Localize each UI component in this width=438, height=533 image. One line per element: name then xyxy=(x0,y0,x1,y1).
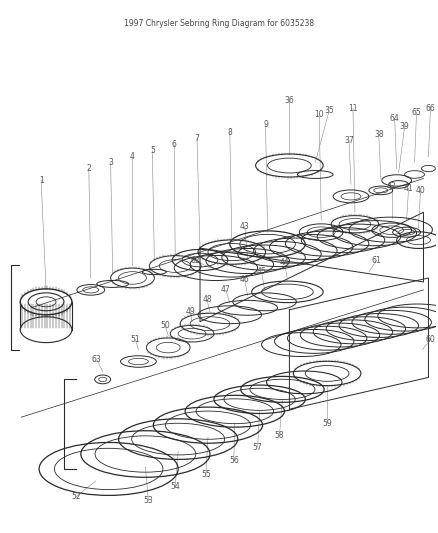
Text: 50: 50 xyxy=(160,321,170,330)
Text: 62: 62 xyxy=(190,255,200,264)
Text: 6: 6 xyxy=(172,140,177,149)
Text: 4: 4 xyxy=(130,152,135,161)
Text: 60: 60 xyxy=(426,335,435,344)
Text: 9: 9 xyxy=(263,120,268,129)
Text: 54: 54 xyxy=(170,482,180,491)
Text: 55: 55 xyxy=(201,471,211,479)
Text: 56: 56 xyxy=(229,456,239,465)
Text: 38: 38 xyxy=(374,130,384,139)
Text: 36: 36 xyxy=(285,96,294,106)
Text: 49: 49 xyxy=(185,307,195,316)
Text: 37: 37 xyxy=(344,136,354,145)
Text: 41: 41 xyxy=(404,184,413,193)
Text: 53: 53 xyxy=(144,496,153,505)
Text: 42: 42 xyxy=(387,182,396,191)
Text: 5: 5 xyxy=(150,146,155,155)
Text: 39: 39 xyxy=(400,122,410,131)
Text: 45: 45 xyxy=(257,268,266,277)
Text: 46: 46 xyxy=(240,276,250,285)
Text: 44: 44 xyxy=(279,257,290,266)
Text: 40: 40 xyxy=(416,186,425,195)
Text: 61: 61 xyxy=(372,255,381,264)
Text: 58: 58 xyxy=(275,431,284,440)
Text: 51: 51 xyxy=(131,335,140,344)
Text: 65: 65 xyxy=(412,108,421,117)
Text: 66: 66 xyxy=(426,104,435,114)
Text: 1997 Chrysler Sebring Ring Diagram for 6035238: 1997 Chrysler Sebring Ring Diagram for 6… xyxy=(124,19,314,28)
Text: 10: 10 xyxy=(314,110,324,119)
Text: 64: 64 xyxy=(390,114,399,123)
Text: 48: 48 xyxy=(202,295,212,304)
Text: 47: 47 xyxy=(221,285,231,294)
Text: 52: 52 xyxy=(71,492,81,502)
Text: 7: 7 xyxy=(194,134,199,143)
Text: 8: 8 xyxy=(227,128,232,137)
Text: 59: 59 xyxy=(322,419,332,427)
Text: 63: 63 xyxy=(92,355,102,364)
Text: 57: 57 xyxy=(253,442,262,451)
Text: 3: 3 xyxy=(108,158,113,167)
Text: 35: 35 xyxy=(324,106,334,115)
Text: 1: 1 xyxy=(39,176,43,185)
Text: 2: 2 xyxy=(86,164,91,173)
Text: 11: 11 xyxy=(348,104,358,114)
Text: 43: 43 xyxy=(240,222,250,231)
